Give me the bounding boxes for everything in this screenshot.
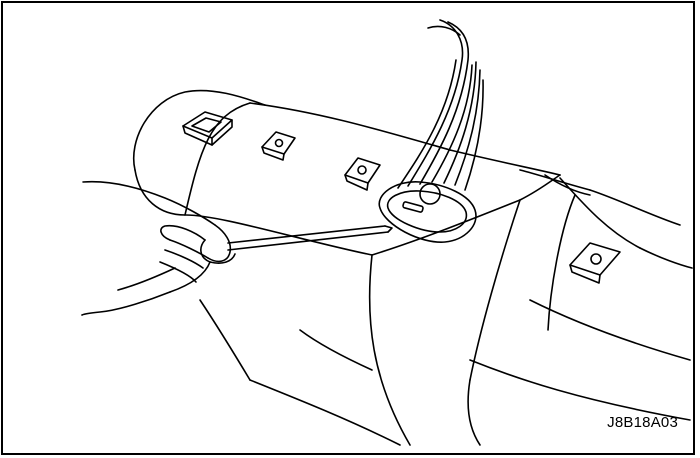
seat-cushion-lines	[199, 299, 691, 446]
trim-tool	[227, 225, 393, 251]
seat-back-right-section	[368, 174, 693, 446]
headrest-guide-1	[261, 131, 296, 161]
seat-belt-webbing	[397, 19, 484, 191]
seat-belt-bezel	[378, 181, 477, 243]
headrest-guide-2	[344, 157, 381, 191]
seat-back-top-contour	[449, 149, 681, 226]
figure-code: J8B18A03	[607, 414, 678, 431]
hand	[81, 180, 236, 316]
seat-back-left-section	[132, 89, 451, 256]
headrest-guide-3	[569, 242, 621, 284]
left-anchor-cover	[182, 111, 233, 146]
